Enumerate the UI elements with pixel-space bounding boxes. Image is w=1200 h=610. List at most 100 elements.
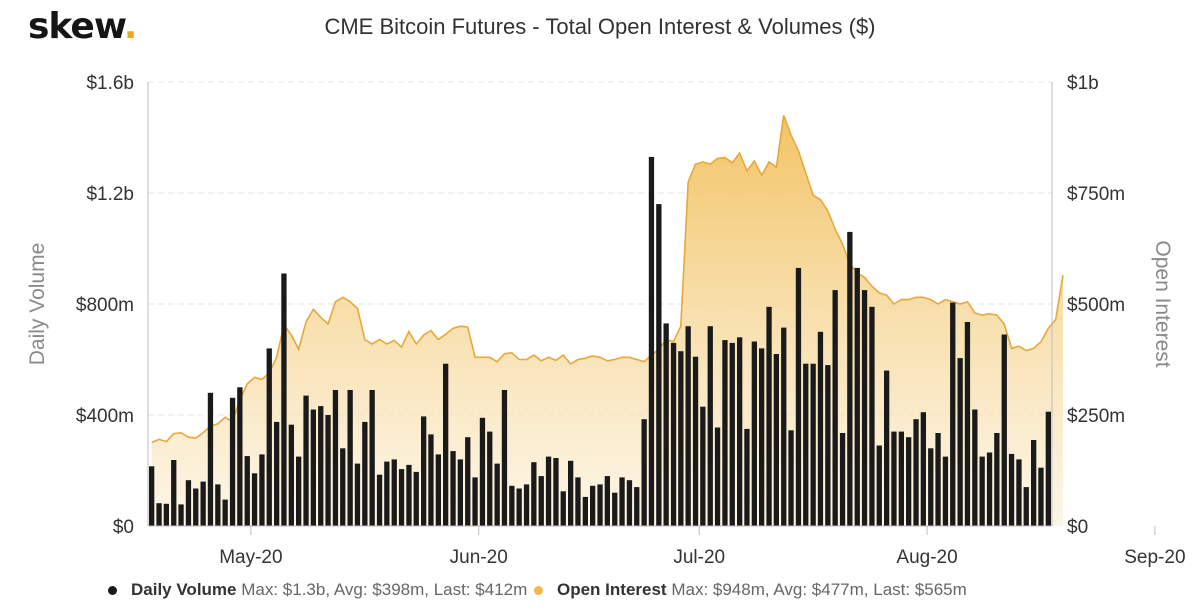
volume-bar (259, 454, 265, 526)
axes (147, 82, 1156, 535)
y-left-tick-label: $800m (76, 295, 134, 316)
y-right-tick-label: $1b (1067, 73, 1099, 94)
volume-bar (384, 461, 390, 526)
volume-bar (266, 348, 272, 526)
y-right-tick-label: $500m (1067, 295, 1125, 316)
x-tick-label: May-20 (219, 547, 282, 568)
volume-bar (751, 341, 757, 526)
axis-labels: $0 $400m $800m $1.2b $1.6b $0 $250m $500m $750m $… (26, 73, 1186, 568)
open-interest-area (151, 115, 1064, 527)
volume-bar (479, 417, 486, 526)
volume-bar (531, 462, 537, 526)
volume-bar (604, 476, 610, 526)
y-left-tick-label: $0 (113, 517, 134, 538)
volume-bar (215, 484, 221, 526)
legend-dot-volume (108, 586, 117, 596)
volume-bar (509, 485, 515, 526)
volume-bar (501, 390, 508, 526)
volume-bar (487, 431, 493, 526)
volume-bar (1038, 467, 1044, 526)
volume-bar (692, 356, 699, 526)
y-left-tick-label: $1.6b (86, 73, 134, 94)
volume-bar (950, 302, 956, 526)
volume-bar (766, 306, 772, 526)
volume-bar (303, 395, 309, 526)
volume-bar (288, 424, 294, 526)
volume-bar (876, 445, 882, 526)
volume-bar (663, 323, 669, 526)
legend-stat-open-interest: Max: $948m, Avg: $477m, Last: $565m (671, 580, 967, 599)
volume-bar (435, 454, 441, 526)
volume-bar (700, 406, 706, 526)
volume-bar (714, 427, 721, 526)
open-interest-fill (151, 115, 1063, 527)
volume-bar (641, 419, 647, 526)
volume-bar (274, 421, 280, 526)
volume-bar (707, 326, 713, 526)
volume-bar (347, 390, 353, 526)
volume-bar (310, 409, 316, 526)
volume-bar (237, 387, 243, 527)
volume-bar (994, 433, 1000, 526)
y-left-axis-title: Daily Volume (26, 243, 49, 366)
open-interest-line (151, 115, 1064, 444)
volume-bar (626, 480, 633, 526)
volume-bar (369, 390, 375, 526)
volume-bar (1016, 459, 1022, 526)
volume-bar (421, 416, 427, 526)
volume-bar (810, 363, 816, 526)
volume-bar (296, 456, 302, 526)
volume-bar (781, 327, 787, 526)
x-tick-label: Jul-20 (673, 547, 725, 568)
volume-bar (884, 370, 890, 526)
volume-bar (1008, 453, 1015, 526)
volume-bar (913, 419, 919, 526)
volume-bar (678, 351, 684, 526)
volume-bar (281, 273, 287, 526)
volume-bar (891, 431, 897, 526)
volume-bar (964, 322, 971, 526)
volume-bar (340, 448, 346, 526)
volume-bar (443, 363, 449, 526)
volume-bar (597, 484, 603, 526)
volume-bar (795, 267, 802, 526)
volume-bar (861, 290, 868, 526)
volume-bar (759, 348, 765, 526)
volume-bar (773, 354, 779, 526)
volume-bar (413, 471, 419, 526)
volume-bar (839, 433, 846, 526)
volume-bar (465, 437, 471, 526)
volume-bar (942, 456, 949, 526)
volume-bar (575, 477, 581, 526)
volume-bar (229, 397, 236, 526)
volume-bar (898, 431, 904, 526)
volume-bar (656, 204, 662, 526)
legend-item-open-interest[interactable]: Open Interest Max: $948m, Avg: $477m, La… (534, 580, 967, 600)
volume-bar (920, 412, 926, 526)
legend-name-open-interest: Open Interest (557, 580, 667, 599)
volume-bar (1001, 334, 1007, 526)
volume-bar (222, 499, 228, 526)
volume-bar (737, 337, 743, 526)
volume-bar (149, 466, 155, 526)
volume-bar (869, 306, 875, 526)
volume-bars (149, 156, 1051, 527)
legend-dot-open-interest (534, 586, 543, 596)
volume-bar (200, 481, 206, 526)
volume-bar (906, 437, 912, 526)
volume-bar (523, 484, 530, 526)
legend-item-volume[interactable]: Daily Volume Max: $1.3b, Avg: $398m, Las… (108, 580, 527, 600)
x-tick-label: Sep-20 (1124, 547, 1185, 568)
y-right-tick-label: $0 (1067, 517, 1088, 538)
legend-name-volume: Daily Volume (131, 580, 237, 599)
volume-bar (1023, 487, 1029, 526)
volume-bar (207, 392, 214, 526)
volume-bar (634, 487, 640, 526)
volume-bar (825, 365, 831, 526)
volume-bar (457, 459, 463, 526)
volume-bar (538, 476, 544, 526)
volume-bar (494, 463, 500, 526)
volume-bar (582, 496, 588, 526)
volume-bar (928, 448, 934, 526)
